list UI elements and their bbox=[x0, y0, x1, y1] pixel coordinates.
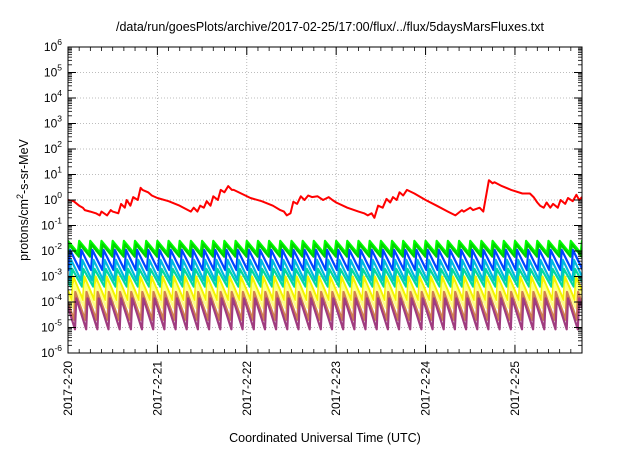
y-axis-label-post: -s-sr-MeV bbox=[17, 138, 31, 194]
y-tick-label: 10-1 bbox=[41, 216, 62, 233]
series-line bbox=[68, 243, 582, 258]
y-tick-label: 102 bbox=[44, 139, 62, 156]
y-tick-label: 10-6 bbox=[41, 343, 62, 360]
series-line bbox=[68, 290, 582, 321]
y-axis-label-pre: protons/cm bbox=[17, 199, 31, 261]
x-axis-label: Coordinated Universal Time (UTC) bbox=[229, 431, 421, 445]
series-line bbox=[68, 275, 582, 302]
y-axis-label-sup: 2 bbox=[15, 194, 25, 199]
chart-title: /data/run/goesPlots/archive/2017-02-25/1… bbox=[116, 20, 545, 34]
y-tick-label: 106 bbox=[44, 37, 62, 54]
y-tick-label: 104 bbox=[44, 88, 62, 105]
y-axis-label: protons/cm2-s-sr-MeV bbox=[15, 138, 31, 260]
x-tick-label: 2017-2-24 bbox=[419, 361, 433, 416]
series-line bbox=[68, 267, 582, 288]
series-line bbox=[68, 258, 582, 282]
x-tick-label: 2017-2-22 bbox=[240, 361, 254, 416]
series-line bbox=[68, 179, 582, 219]
x-tick-label: 2017-2-21 bbox=[150, 361, 164, 416]
x-tick-label: 2017-2-20 bbox=[61, 361, 75, 416]
y-tick-label: 100 bbox=[44, 190, 62, 207]
y-tick-label: 103 bbox=[44, 114, 62, 131]
y-tick-label: 10-5 bbox=[41, 318, 62, 335]
x-tick-label: 2017-2-25 bbox=[508, 361, 522, 416]
y-tick-label: 101 bbox=[44, 165, 62, 182]
x-tick-label: 2017-2-23 bbox=[329, 361, 343, 416]
y-tick-label: 10-4 bbox=[41, 292, 62, 309]
y-tick-label: 10-2 bbox=[41, 241, 62, 258]
series-layer bbox=[68, 179, 582, 331]
series-line bbox=[68, 297, 582, 331]
tick-layer: 10-6 10-5 10-4 10-3 10-2 10-1 100 101 102 103 104 1… bbox=[41, 37, 583, 416]
series-line bbox=[68, 239, 582, 254]
series-line bbox=[68, 283, 582, 309]
series-line bbox=[68, 248, 582, 272]
y-tick-label: 10-3 bbox=[41, 267, 62, 284]
y-tick-label: 105 bbox=[44, 63, 62, 80]
